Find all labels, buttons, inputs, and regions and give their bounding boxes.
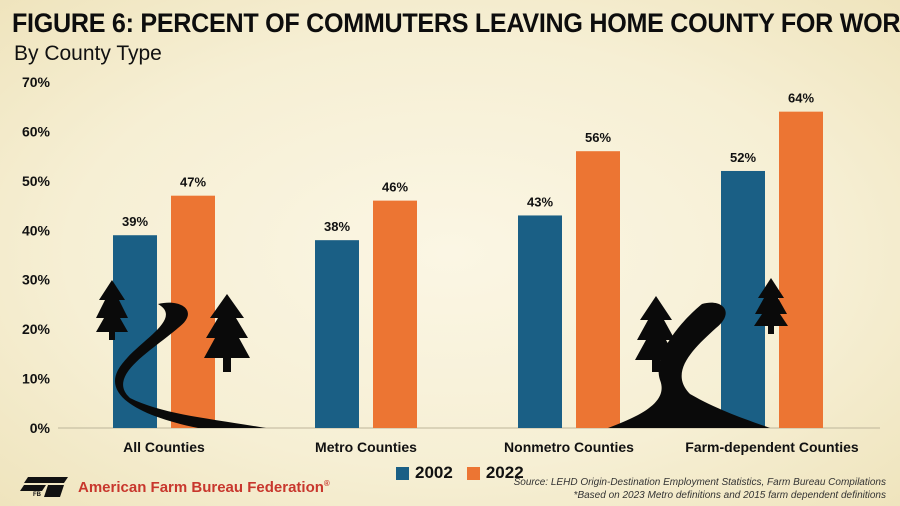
y-tick-label: 20% (22, 321, 51, 337)
brand-name-text: American Farm Bureau Federation (78, 478, 324, 496)
road-icon (608, 302, 770, 428)
bar-2022-3 (779, 111, 823, 429)
y-tick-label: 40% (22, 222, 51, 238)
tree-icon (96, 280, 128, 340)
bar-2002-2 (518, 215, 562, 428)
fb-logo-icon: FB (20, 477, 68, 498)
data-label: 56% (585, 130, 611, 145)
brand-name: American Farm Bureau Federation® (78, 479, 330, 496)
brand-trademark: ® (323, 478, 330, 488)
x-tick-label: All Counties (123, 439, 205, 455)
bar-2002-3 (721, 170, 765, 428)
legend-swatch-2022 (466, 466, 480, 480)
chart-subtitle: By County Type (14, 42, 162, 65)
bar-2022-1 (373, 200, 417, 428)
fb-logo-mark: FB (33, 492, 42, 498)
tree-icon (204, 294, 250, 372)
legend-label-2022: 2022 (485, 463, 524, 482)
y-tick-label: 50% (22, 173, 51, 189)
legend-label-2002: 2002 (415, 463, 453, 482)
source-note: Source: LEHD Origin-Destination Employme… (514, 476, 886, 502)
x-tick-label: Metro Counties (315, 439, 417, 455)
data-label: 39% (122, 214, 148, 229)
definitions-note: *Based on 2023 Metro definitions and 201… (573, 490, 886, 501)
y-tick-label: 30% (22, 272, 51, 288)
data-label: 43% (527, 194, 553, 209)
source-line: Source: LEHD Origin-Destination Employme… (513, 477, 886, 488)
bars: 39% 47% 38% 46% 43% 56% 52% 64% (113, 91, 823, 429)
y-tick-label: 10% (22, 371, 51, 387)
legend-item-2002: 2002 (396, 463, 453, 483)
data-label: 52% (730, 150, 756, 165)
data-label: 38% (324, 219, 350, 234)
chart-title: FIGURE 6: PERCENT OF COMMUTERS LEAVING H… (12, 8, 900, 38)
tree-icon (635, 296, 677, 372)
legend-swatch-2002 (396, 466, 409, 480)
legend: 2002 2022 (396, 463, 538, 483)
tree-icon (754, 278, 788, 334)
afbf-logo: FB American Farm Bureau Federation® (20, 475, 330, 499)
y-tick-label: 0% (30, 420, 51, 436)
data-label: 64% (788, 91, 814, 106)
data-label: 47% (180, 175, 206, 190)
data-label: 46% (382, 180, 408, 195)
decorations (96, 278, 788, 428)
x-tick-label: Nonmetro Counties (504, 439, 634, 455)
legend-item-2022: 2022 (466, 463, 524, 483)
bar-2002-1 (315, 240, 359, 428)
y-tick-label: 70% (22, 74, 51, 90)
x-tick-label: Farm-dependent Counties (685, 439, 859, 455)
bar-2022-2 (576, 151, 620, 428)
x-axis-labels: All Counties Metro Counties Nonmetro Count… (123, 439, 859, 455)
y-tick-label: 60% (22, 123, 51, 139)
